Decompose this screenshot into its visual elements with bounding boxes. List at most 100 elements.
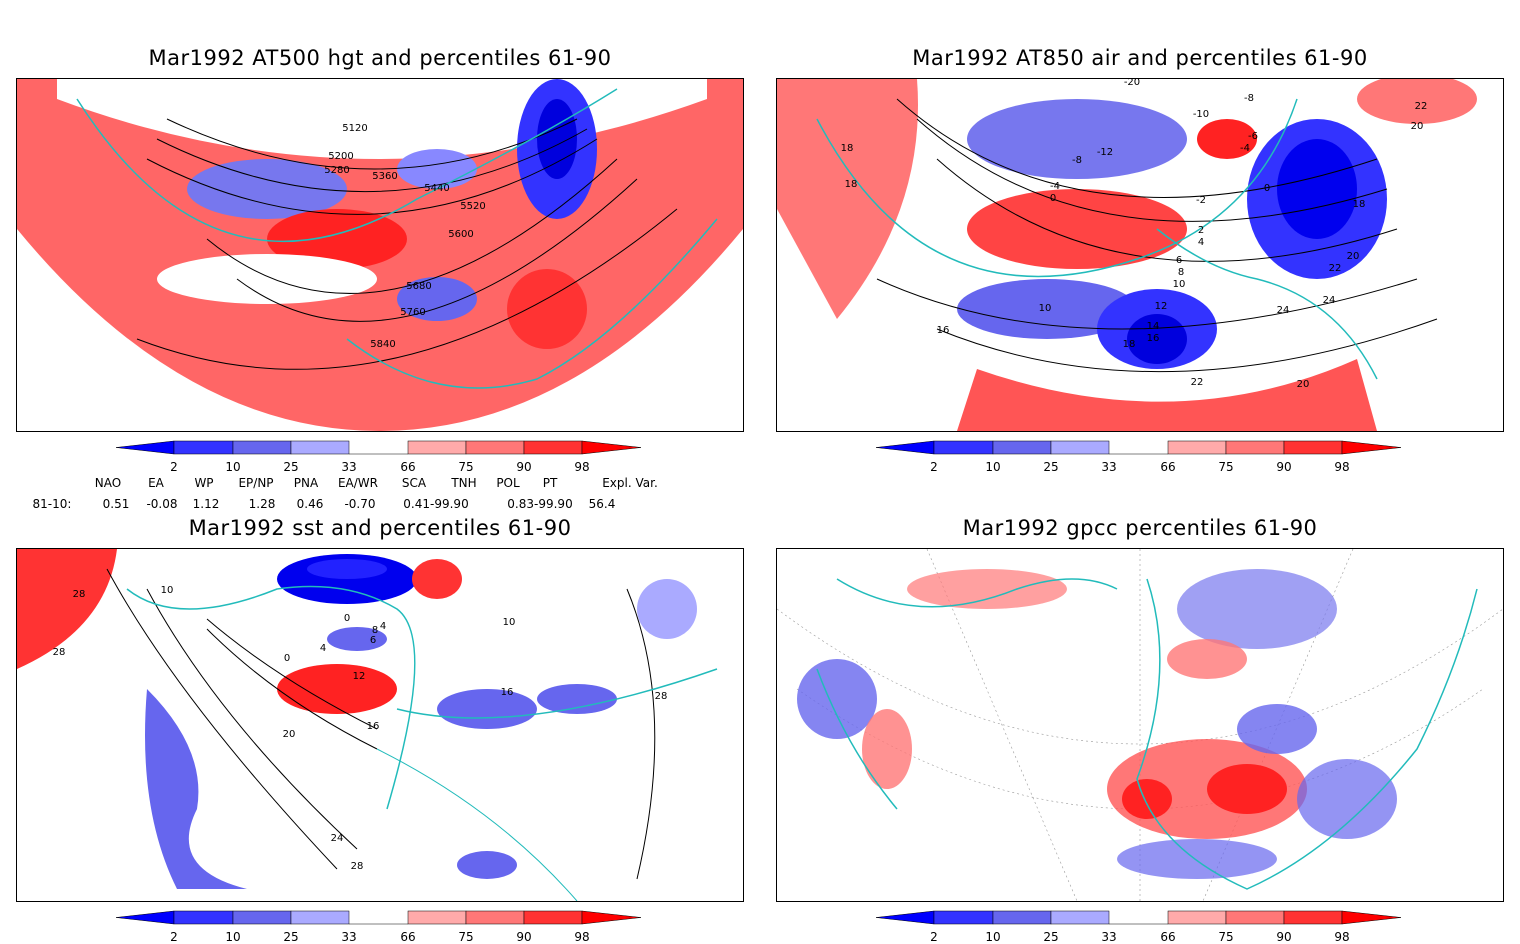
- contour-label: 8: [372, 625, 378, 636]
- contour-label: 16: [501, 687, 514, 698]
- index-header: Expl. Var.: [602, 476, 658, 490]
- contour-label: 10: [1173, 279, 1186, 290]
- colorbar-tick-label: 2: [930, 930, 938, 944]
- index-value: -0.70: [344, 497, 376, 511]
- colorbar-segment: [1341, 910, 1402, 925]
- colorbar-segment: [465, 440, 525, 455]
- colorbar-segment: [290, 440, 350, 455]
- index-header: EA: [148, 476, 164, 490]
- contour-label: 28: [53, 647, 66, 658]
- index-header: TNH: [451, 476, 477, 490]
- index-header: PNA: [293, 476, 319, 490]
- contour-label: 2: [1198, 225, 1204, 236]
- contour-label: 20: [1411, 121, 1424, 132]
- index-header: NAO: [94, 476, 122, 490]
- colorbar-tick-label: 10: [985, 930, 1001, 944]
- colorbar-tick-label: 90: [1276, 930, 1292, 944]
- contour-label: -8: [1072, 155, 1082, 166]
- contour-label: -4: [1240, 143, 1250, 154]
- index-header: PT: [542, 476, 558, 490]
- map-panel-hgt500: 5120 5200 5280 5360 5440 5520 5600 5680 …: [16, 78, 744, 432]
- contour-label: -8: [1244, 93, 1254, 104]
- index-row-label: 81-10:: [32, 497, 72, 511]
- colorbar-tick-label: 25: [1043, 460, 1059, 474]
- index-value: 0.51: [102, 497, 130, 511]
- colorbar-tick-label: 75: [458, 460, 474, 474]
- colorbar-segment: [523, 910, 583, 925]
- index-value: 0.41-99.90: [403, 497, 469, 511]
- colorbar-tick-label: 75: [458, 930, 474, 944]
- contour-label: -10: [1193, 109, 1209, 120]
- colorbar-segment: [407, 440, 467, 455]
- colorbar-segment: [1341, 440, 1402, 455]
- index-value: 0.83-99.90: [507, 497, 573, 511]
- colorbar-segment: [1050, 440, 1110, 455]
- panel-title-hgt500: Mar1992 AT500 hgt and percentiles 61-90: [148, 46, 612, 70]
- colorbar-segment: [173, 910, 234, 925]
- colorbar-segment: [933, 440, 994, 455]
- contour-label: 5440: [424, 183, 449, 194]
- colorbar-segment: [1225, 440, 1285, 455]
- indices-value-row: 81-10: 0.51 -0.08 1.12 1.28 0.46 -0.70 0…: [0, 497, 700, 513]
- contour-label: 5840: [370, 339, 395, 350]
- map-panel-sst: 28 28 0 0 4 4 6 8 10 12 16 20 24 28 16 2…: [16, 548, 744, 902]
- colorbar-tick-label: 98: [574, 930, 590, 944]
- colorbar-swatches: [115, 910, 642, 925]
- index-value: 1.28: [248, 497, 276, 511]
- contour-label: 16: [367, 721, 380, 732]
- contour-label: 8: [1178, 267, 1184, 278]
- colorbar-segment: [1225, 910, 1285, 925]
- colorbar-segment: [1167, 910, 1227, 925]
- contour-label: 16: [937, 325, 950, 336]
- contour-label: 20: [283, 729, 296, 740]
- contour-label: 0: [1050, 193, 1056, 204]
- contour-label: 22: [1329, 263, 1342, 274]
- colorbar-tick-label: 10: [225, 930, 241, 944]
- colorbar-tick-label: 90: [516, 460, 532, 474]
- contour-label: 5280: [324, 165, 349, 176]
- contour-label: 28: [655, 691, 668, 702]
- contour-label: 22: [1191, 377, 1204, 388]
- contour-label: 5520: [460, 201, 485, 212]
- contour-label: 0: [284, 653, 290, 664]
- contour-label: 10: [1039, 303, 1052, 314]
- contour-label: 6: [370, 635, 376, 646]
- index-header: WP: [194, 476, 214, 490]
- colorbar-air850: 2 10 25 33 66 75 90 98: [875, 440, 1406, 474]
- colorbar-tick-label: 66: [1160, 460, 1176, 474]
- contour-label: 6: [1176, 255, 1182, 266]
- contour-label: 14: [1147, 321, 1160, 332]
- colorbar-tick-label: 2: [930, 460, 938, 474]
- colorbar-tick-label: 98: [1334, 930, 1350, 944]
- colorbar-segment: [290, 910, 350, 925]
- contour-label: -20: [1124, 79, 1140, 88]
- contour-label: 24: [1277, 305, 1290, 316]
- contour-label: 4: [380, 621, 386, 632]
- contour-label: 20: [1347, 251, 1360, 262]
- contour-label: 5680: [406, 281, 431, 292]
- colorbar-segment: [1167, 440, 1227, 455]
- colorbar-segment: [523, 440, 583, 455]
- contour-label: 10: [503, 617, 516, 628]
- contour-label: 5760: [400, 307, 425, 318]
- colorbar-segment: [465, 910, 525, 925]
- colorbar-segment: [173, 440, 234, 455]
- contour-label: 20: [1297, 379, 1310, 390]
- contour-label: 4: [320, 643, 326, 654]
- indices-header-row: NAO EA WP EP/NP PNA EA/WR SCA TNH POL PT…: [0, 476, 700, 492]
- colorbar-tick-label: 33: [1101, 460, 1117, 474]
- contour-label: 0: [1264, 183, 1270, 194]
- colorbar-labels: 2 10 25 33 66 75 90 98: [116, 460, 646, 474]
- colorbar-sst: 2 10 25 33 66 75 90 98: [115, 910, 646, 944]
- colorbar-swatches: [875, 440, 1402, 455]
- colorbar-labels: 2 10 25 33 66 75 90 98: [876, 460, 1406, 474]
- colorbar-labels: 2 10 25 33 66 75 90 98: [876, 930, 1406, 944]
- contour-label: 16: [1147, 333, 1160, 344]
- colorbar-tick-label: 75: [1218, 930, 1234, 944]
- map-hgt500: 5120 5200 5280 5360 5440 5520 5600 5680 …: [17, 79, 743, 431]
- colorbar-tick-label: 66: [400, 460, 416, 474]
- colorbar-tick-label: 66: [1160, 930, 1176, 944]
- contour-label: -6: [1248, 131, 1258, 142]
- map-panel-air850: -20 -12 -10 -8 -8 -6 -4 -4 -2 0 0 2 4 6 …: [776, 78, 1504, 432]
- contour-label: 12: [1155, 301, 1168, 312]
